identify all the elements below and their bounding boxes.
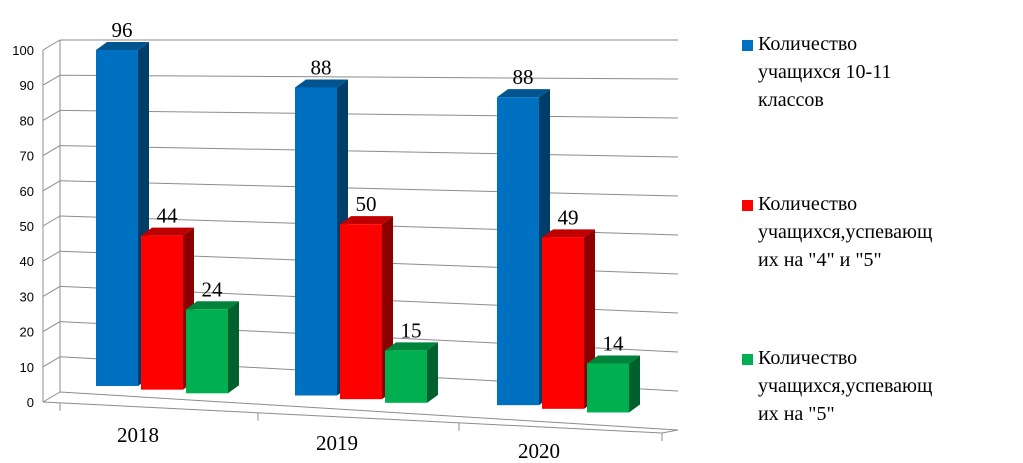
bar: [587, 363, 629, 413]
gridline: [59, 180, 679, 197]
bar: [96, 50, 138, 386]
bar: [497, 97, 539, 406]
bar-top: [96, 42, 149, 50]
bar-side: [228, 301, 239, 394]
floor-right-edge: [661, 429, 679, 434]
side-gridline: [42, 180, 61, 192]
y-tick-label: 70: [20, 149, 34, 164]
legend-swatch-blue: [742, 40, 753, 51]
legend: Количество учащихся 10-11 классов Количе…: [742, 0, 1023, 463]
bar-top: [141, 227, 194, 236]
side-gridline: [42, 321, 61, 333]
side-gridline: [42, 74, 61, 86]
bar: [141, 235, 183, 390]
y-tick-label: 40: [20, 254, 34, 269]
floor-front-edge: [42, 401, 663, 434]
gridline: [59, 145, 679, 158]
legend-item-grades-5: Количество учащихся,успевающ их на "5": [742, 344, 1023, 428]
bar-top: [385, 342, 438, 351]
data-label: 88: [311, 56, 332, 80]
bar-side: [629, 355, 640, 413]
data-label: 15: [401, 318, 422, 342]
bar: [186, 309, 228, 394]
data-label: 24: [202, 277, 224, 301]
bar-side: [427, 342, 438, 403]
legend-swatch-green: [742, 354, 753, 365]
legend-label: Количество учащихся,успевающ их на "4" и…: [758, 193, 933, 271]
legend-swatch-red: [742, 200, 753, 211]
legend-label: Количество учащихся,успевающ их на "5": [758, 347, 933, 425]
data-label: 96: [112, 18, 133, 42]
bar: [295, 87, 337, 396]
data-label: 88: [513, 65, 534, 89]
bar-top: [340, 216, 393, 225]
side-gridline: [42, 109, 61, 121]
y-tick-label: 20: [20, 325, 34, 340]
gridline: [59, 74, 679, 80]
y-tick-label: 100: [12, 43, 34, 58]
legend-label: Количество учащихся 10-11 классов: [758, 33, 892, 111]
side-gridline: [42, 39, 61, 51]
bar-top: [542, 229, 595, 238]
y-tick-label: 10: [20, 360, 34, 375]
data-label: 50: [356, 192, 377, 216]
side-gridline: [42, 356, 61, 368]
bar: [385, 350, 427, 403]
legend-item-grades-4-5: Количество учащихся,успевающ их на "4" и…: [742, 190, 1023, 274]
gridline: [59, 109, 679, 119]
bar-chart: 0 10 20 30 40 50 60 70 80 90 100 96 44 24 2018 88 50 15 20…: [12, 18, 679, 463]
x-tick-label: 2020: [518, 439, 560, 463]
y-tick-label: 80: [20, 113, 34, 128]
side-gridline: [42, 215, 61, 227]
data-label: 14: [603, 331, 625, 355]
legend-item-students-10-11: Количество учащихся 10-11 классов: [742, 30, 1023, 114]
y-tick-label: 0: [27, 395, 34, 410]
bar-top: [186, 301, 239, 310]
side-gridline: [42, 250, 61, 262]
bar-top: [587, 355, 640, 364]
x-tick-label: 2019: [316, 431, 358, 455]
x-tick-label: 2018: [117, 423, 159, 447]
side-gridline: [42, 285, 61, 297]
bar: [340, 224, 382, 400]
side-gridline: [42, 391, 61, 403]
y-tick-label: 90: [20, 78, 34, 93]
data-label: 49: [558, 205, 579, 229]
y-tick-label: 50: [20, 219, 34, 234]
bar: [542, 237, 584, 409]
y-tick-label: 30: [20, 289, 34, 304]
y-tick-label: 60: [20, 184, 34, 199]
gridline: [59, 391, 679, 431]
bar-top: [497, 89, 550, 98]
side-gridline: [42, 145, 61, 157]
bar-top: [295, 79, 348, 88]
data-label: 44: [157, 204, 179, 228]
